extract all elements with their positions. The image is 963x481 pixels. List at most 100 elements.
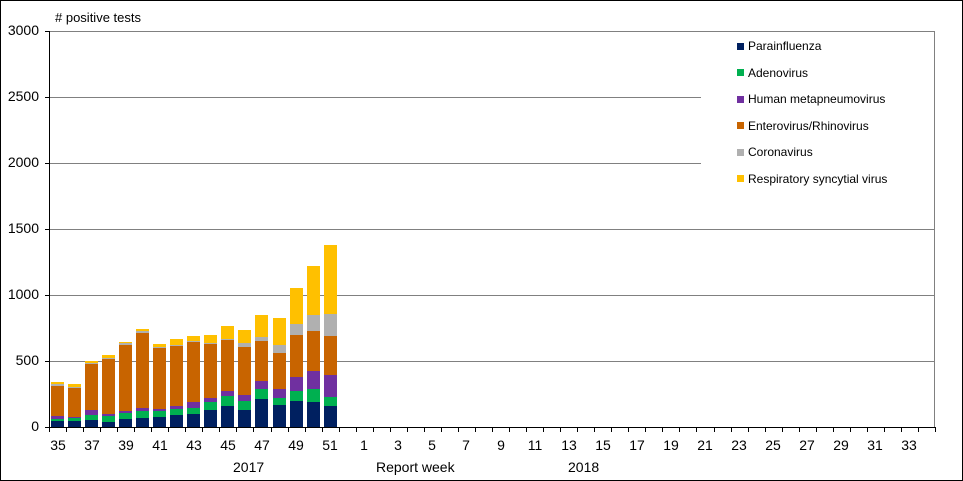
- x-tick: [628, 427, 629, 432]
- bar-segment: [255, 340, 268, 381]
- x-tick-label: 49: [288, 437, 304, 453]
- x-tick: [236, 427, 237, 432]
- x-tick: [577, 427, 578, 432]
- legend-item: Human metapneumovirus: [737, 92, 885, 106]
- bar-segment: [85, 361, 98, 363]
- legend-swatch-icon: [737, 175, 744, 182]
- x-tick: [339, 427, 340, 432]
- bar-segment: [204, 343, 217, 344]
- x-axis-title: Report week: [376, 459, 455, 475]
- bar-segment: [187, 341, 200, 403]
- x-tick-label: 3: [394, 437, 402, 453]
- bar-segment: [119, 344, 132, 412]
- bar-segment: [85, 410, 98, 415]
- bar-segment: [273, 397, 286, 405]
- bar-segment: [153, 343, 166, 347]
- x-tick: [935, 427, 936, 432]
- legend-label: Adenovirus: [748, 65, 809, 80]
- bar-segment: [221, 405, 234, 427]
- y-tick-label: 1000: [7, 286, 39, 302]
- y-tick: [45, 163, 49, 164]
- bar-segment: [51, 418, 64, 421]
- bar-segment: [307, 401, 320, 427]
- bar-segment: [170, 344, 183, 346]
- x-tick-label: 23: [731, 437, 747, 453]
- x-tick-label: 41: [152, 437, 168, 453]
- legend: Parainfluenza Adenovirus Human metapneumov…: [701, 32, 934, 196]
- x-tick: [645, 427, 646, 432]
- x-tick-label: 29: [833, 437, 849, 453]
- bar-segment: [238, 409, 251, 427]
- x-tick: [867, 427, 868, 432]
- legend-label: Human metapneumovirus: [748, 92, 886, 106]
- gridline: [49, 361, 935, 362]
- x-tick-label: 31: [867, 437, 883, 453]
- bar-segment: [136, 407, 149, 412]
- bar-segment: [102, 359, 115, 415]
- y-tick-label: 500: [15, 352, 39, 368]
- bar-segment: [187, 335, 200, 341]
- bar-segment: [170, 338, 183, 345]
- bar-segment: [153, 416, 166, 427]
- x-tick: [271, 427, 272, 432]
- bar-segment: [187, 407, 200, 414]
- y-tick-label: 0: [31, 418, 39, 434]
- x-tick: [526, 427, 527, 432]
- x-tick: [662, 427, 663, 432]
- bar-segment: [290, 390, 303, 401]
- bar-segment: [102, 414, 115, 417]
- legend-swatch-icon: [737, 69, 744, 76]
- x-tick-label: 13: [561, 437, 577, 453]
- x-tick: [322, 427, 323, 432]
- y-axis-title: # positive tests: [55, 10, 141, 25]
- x-tick: [134, 427, 135, 432]
- y-axis: [49, 31, 50, 428]
- bar-segment: [153, 411, 166, 417]
- bar-segment: [273, 388, 286, 398]
- bar-segment: [255, 314, 268, 338]
- x-tick: [714, 427, 715, 432]
- bar-segment: [204, 409, 217, 427]
- x-tick: [475, 427, 476, 432]
- bar-segment: [238, 394, 251, 401]
- gridline: [49, 229, 935, 230]
- x-tick: [83, 427, 84, 432]
- bar-segment: [119, 411, 132, 414]
- bar-segment: [68, 421, 81, 427]
- bar-segment: [204, 397, 217, 402]
- year-label-2017: 2017: [233, 459, 265, 475]
- legend-item: Coronavirus: [737, 145, 813, 159]
- x-tick-label: 17: [629, 437, 645, 453]
- bar-segment: [136, 332, 149, 408]
- bar-segment: [238, 329, 251, 344]
- x-tick: [424, 427, 425, 432]
- bar-segment: [324, 336, 337, 375]
- bar-segment: [85, 362, 98, 365]
- bar-segment: [255, 337, 268, 341]
- x-tick: [748, 427, 749, 432]
- x-tick-label: 51: [322, 437, 338, 453]
- legend-item: Adenovirus: [737, 66, 808, 80]
- x-tick: [100, 427, 101, 432]
- x-tick-label: 45: [220, 437, 236, 453]
- gridline: [49, 163, 935, 164]
- bar-segment: [51, 416, 64, 419]
- x-tick: [151, 427, 152, 432]
- bar-segment: [290, 334, 303, 377]
- bar-segment: [221, 340, 234, 391]
- bar-segment: [324, 374, 337, 397]
- legend-label: Parainfluenza: [748, 39, 822, 53]
- legend-label: Enterovirus/Rhinovirus: [748, 118, 869, 133]
- bar-segment: [290, 400, 303, 427]
- bar-segment: [221, 339, 234, 341]
- x-tick-label: 21: [697, 437, 713, 453]
- x-tick: [679, 427, 680, 432]
- gridline: [49, 31, 935, 32]
- bar-segment: [204, 334, 217, 344]
- x-tick: [253, 427, 254, 432]
- x-tick-label: 25: [765, 437, 781, 453]
- bar-segment: [273, 404, 286, 427]
- bar-segment: [68, 417, 81, 419]
- x-tick: [696, 427, 697, 432]
